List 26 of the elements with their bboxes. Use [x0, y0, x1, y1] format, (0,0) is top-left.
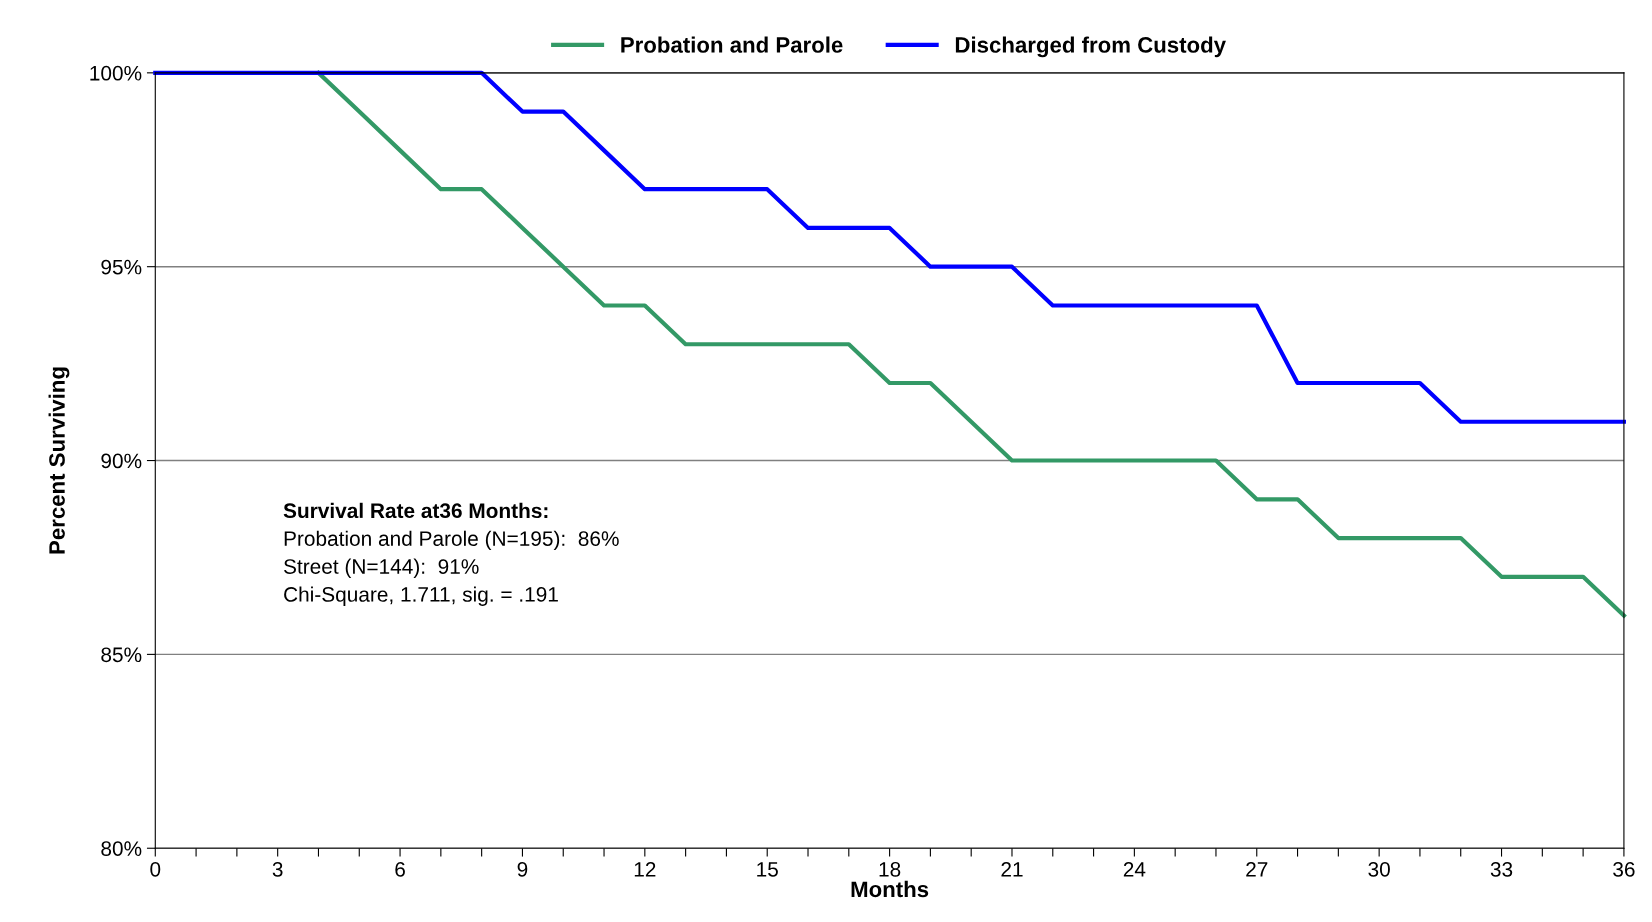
x-tick-label: 30 [1368, 861, 1390, 877]
annotation: Probation and Parole (N=195): 86% [284, 530, 619, 551]
x-tick-label: 18 [879, 861, 901, 877]
x-tick-label: 6 [395, 861, 405, 877]
x-tick-label: 27 [1246, 861, 1268, 877]
y-tick-label: 80% [101, 841, 142, 856]
x-tick-label: 36 [1613, 861, 1635, 877]
x-tick-label: 24 [1123, 861, 1146, 877]
legend-label: Probation and Parole [621, 36, 843, 53]
legend-label: Discharged from Custody [955, 36, 1226, 58]
y-tick-label: 85% [101, 647, 142, 663]
x-tick-label: 9 [517, 861, 528, 877]
y-tick-label: 100% [90, 65, 142, 81]
annotation: Street (N=144): 91% [284, 558, 479, 579]
annotation: Chi-Square, 1.711, sig. = .191 [284, 586, 558, 606]
y-axis-title: Percent Surviving [48, 367, 70, 554]
x-tick-label: 12 [634, 861, 656, 877]
annotation: Survival Rate at36 Months: [283, 502, 548, 519]
x-tick-label: 33 [1490, 861, 1513, 877]
x-tick-label: 15 [757, 862, 778, 877]
y-tick-label: 90% [101, 453, 142, 469]
x-tick-label: 3 [272, 861, 283, 877]
y-tick-label: 95% [101, 259, 142, 275]
x-axis-title: Months [851, 880, 929, 898]
x-tick-label: 0 [150, 861, 161, 877]
x-tick-label: 21 [1001, 861, 1023, 877]
